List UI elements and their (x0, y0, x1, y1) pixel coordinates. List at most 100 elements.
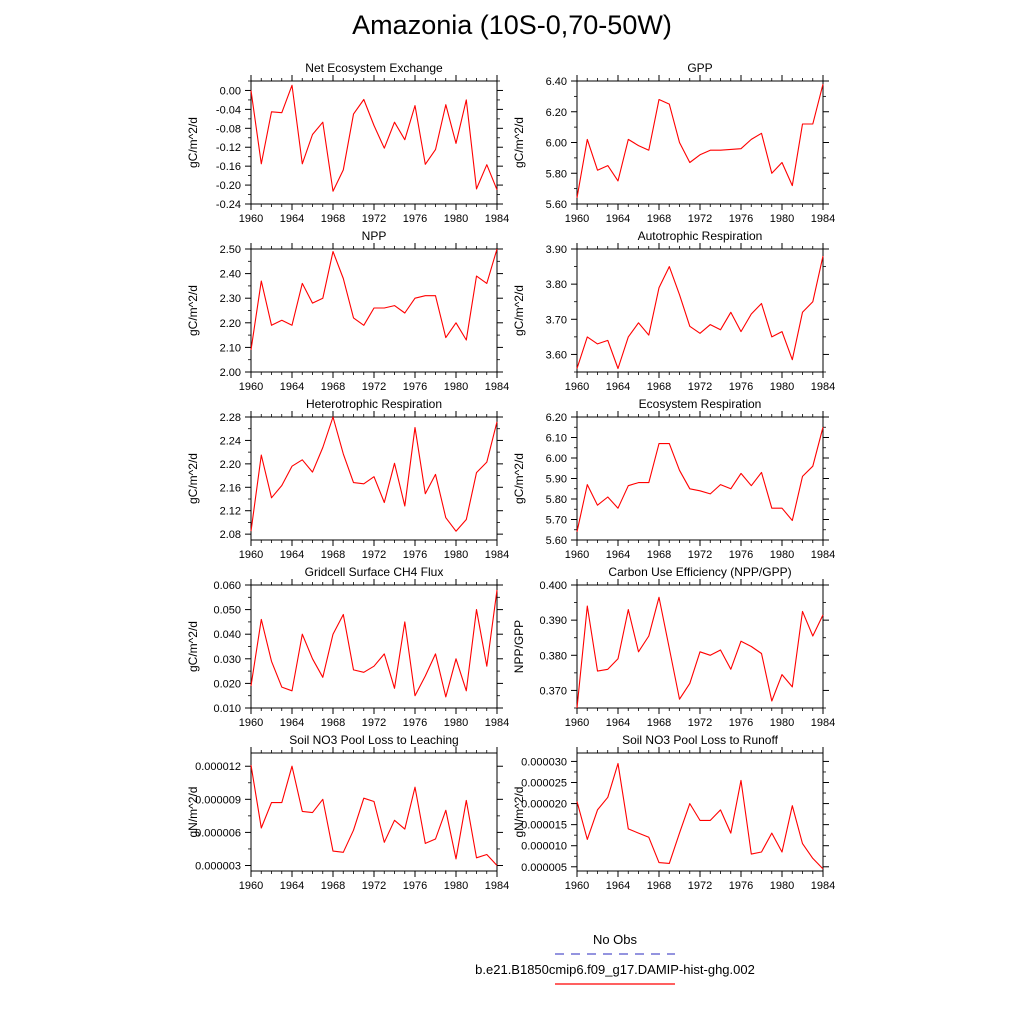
x-tick-label: 1984 (811, 549, 835, 561)
x-tick-label: 1976 (729, 880, 753, 892)
y-tick-label: 5.70 (546, 515, 567, 527)
panel-title: Soil NO3 Pool Loss to Leaching (289, 733, 458, 747)
y-tick-label: 2.28 (220, 412, 241, 424)
page-title: Amazonia (10S-0,70-50W) (352, 10, 672, 40)
x-tick-label: 1968 (321, 717, 345, 729)
y-tick-label: 0.000009 (195, 794, 241, 806)
x-tick-label: 1960 (239, 213, 263, 225)
y-tick-label: 0.390 (539, 615, 567, 627)
x-tick-label: 1960 (239, 381, 263, 393)
y-axis-label: gN/m^2/d (512, 787, 526, 838)
y-tick-label: -0.20 (216, 180, 241, 192)
plot-frame (576, 80, 824, 205)
y-axis-label: gC/m^2/d (186, 621, 200, 672)
y-axis-label: gC/m^2/d (186, 285, 200, 336)
y-tick-label: 3.60 (546, 349, 567, 361)
x-tick-label: 1972 (362, 880, 386, 892)
x-tick-label: 1984 (485, 880, 509, 892)
x-tick-label: 1968 (321, 880, 345, 892)
y-tick-label: 5.80 (546, 494, 567, 506)
y-tick-label: 0.000005 (521, 862, 567, 874)
y-axis-label: gC/m^2/d (512, 117, 526, 168)
chart-panel: Soil NO3 Pool Loss to Runoff gN/m^2/d 1960… (512, 733, 835, 892)
chart-panel: GPP gC/m^2/d 1960 1964 1968 1972 1976 1980 1984 5… (512, 61, 835, 225)
x-tick-label: 1976 (729, 717, 753, 729)
x-tick-label: 1972 (362, 549, 386, 561)
x-tick-label: 1960 (239, 549, 263, 561)
panel-title: Carbon Use Efficiency (NPP/GPP) (608, 565, 791, 579)
y-tick-label: -0.16 (216, 161, 241, 173)
x-tick-label: 1972 (688, 717, 712, 729)
x-tick-label: 1976 (403, 381, 427, 393)
y-tick-label: 6.00 (546, 138, 567, 150)
x-tick-label: 1960 (565, 717, 589, 729)
y-tick-label: 2.24 (220, 435, 241, 447)
plot-frame (576, 752, 824, 872)
x-tick-label: 1972 (362, 717, 386, 729)
y-tick-label: 6.10 (546, 433, 567, 445)
legend-label-no-obs: No Obs (592, 932, 638, 947)
x-tick-label: 1968 (647, 381, 671, 393)
chart-panel: Gridcell Surface CH4 Flux gC/m^2/d 1960 196… (186, 565, 509, 729)
x-tick-label: 1984 (485, 717, 509, 729)
panel-title: Autotrophic Respiration (638, 229, 763, 243)
chart-panel: NPP gC/m^2/d 1960 1964 1968 1972 1976 1980 1984 2… (186, 229, 509, 393)
y-tick-label: 0.000030 (521, 756, 567, 768)
x-tick-label: 1976 (403, 549, 427, 561)
legend-label-model-run: b.e21.B1850cmip6.f09_g17.DAMIP-hist-ghg.… (475, 962, 755, 977)
x-tick-label: 1960 (565, 880, 589, 892)
x-tick-label: 1972 (688, 213, 712, 225)
plot-frame (250, 248, 498, 373)
x-tick-label: 1980 (770, 717, 794, 729)
x-tick-label: 1964 (280, 549, 304, 561)
y-tick-label: 6.20 (546, 107, 567, 119)
y-tick-label: 2.20 (220, 318, 241, 330)
x-tick-label: 1964 (606, 213, 630, 225)
x-tick-label: 1972 (688, 880, 712, 892)
y-tick-label: 0.380 (539, 650, 567, 662)
plot-frame (250, 752, 498, 872)
series-line (576, 83, 824, 198)
y-tick-label: 0.050 (213, 605, 241, 617)
x-tick-label: 1968 (321, 213, 345, 225)
y-tick-label: 0.030 (213, 654, 241, 666)
chart-panel: Net Ecosystem Exchange gC/m^2/d 1960 1964 19… (186, 61, 509, 225)
x-tick-label: 1980 (770, 381, 794, 393)
x-tick-label: 1960 (565, 549, 589, 561)
y-tick-label: 0.000003 (195, 860, 241, 872)
x-tick-label: 1964 (280, 880, 304, 892)
y-tick-label: 5.60 (546, 535, 567, 547)
x-tick-label: 1976 (403, 213, 427, 225)
y-axis-label: gC/m^2/d (186, 117, 200, 168)
y-tick-label: 0.000010 (521, 841, 567, 853)
y-tick-label: 2.10 (220, 342, 241, 354)
y-tick-label: 5.80 (546, 168, 567, 180)
y-axis-label: gC/m^2/d (512, 453, 526, 504)
y-tick-label: 0.020 (213, 678, 241, 690)
legend-line-model-run (555, 983, 675, 985)
chart-panel: Carbon Use Efficiency (NPP/GPP) NPP/GPP 19… (512, 565, 835, 729)
y-tick-label: 0.000020 (521, 799, 567, 811)
series-line (576, 762, 824, 870)
x-tick-label: 1980 (444, 880, 468, 892)
panel-title: NPP (362, 229, 387, 243)
x-tick-label: 1976 (729, 213, 753, 225)
x-tick-label: 1964 (606, 880, 630, 892)
panel-title: Heterotrophic Respiration (306, 397, 442, 411)
y-tick-label: -0.12 (216, 142, 241, 154)
y-tick-label: 2.12 (220, 506, 241, 518)
x-tick-label: 1980 (444, 381, 468, 393)
y-tick-label: 0.400 (539, 580, 567, 592)
x-tick-label: 1964 (606, 381, 630, 393)
y-tick-label: 2.30 (220, 293, 241, 305)
y-tick-label: 5.60 (546, 199, 567, 211)
x-tick-label: 1984 (485, 213, 509, 225)
y-tick-label: 6.00 (546, 453, 567, 465)
y-tick-label: 5.90 (546, 474, 567, 486)
y-axis-label: gC/m^2/d (186, 453, 200, 504)
x-tick-label: 1972 (362, 213, 386, 225)
x-tick-label: 1984 (811, 381, 835, 393)
y-tick-label: 3.70 (546, 314, 567, 326)
panel-title: Soil NO3 Pool Loss to Runoff (622, 733, 779, 747)
